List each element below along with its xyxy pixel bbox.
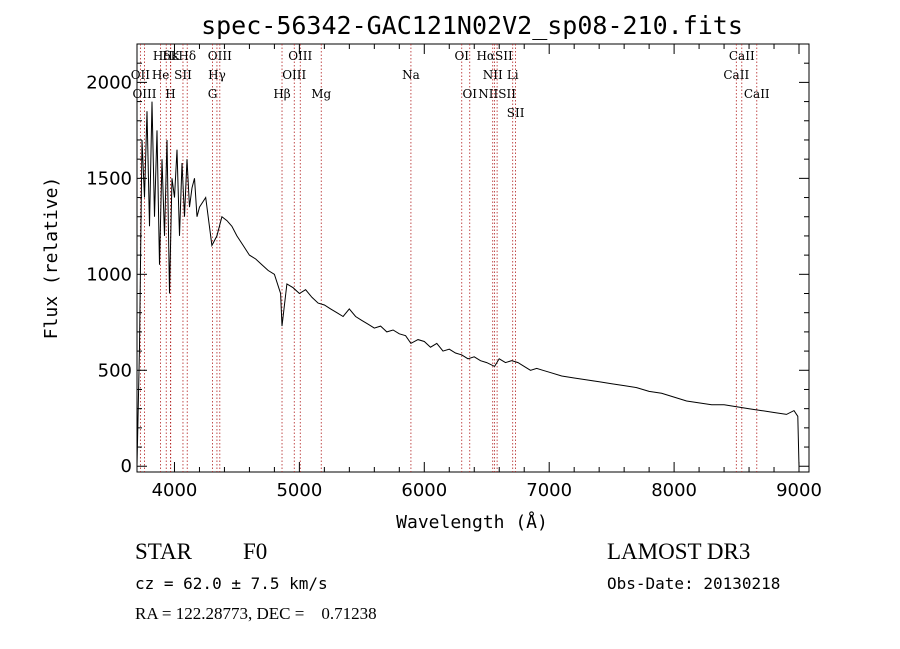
- redshift-value: cz = 62.0 ± 7.5 km/s: [135, 574, 328, 593]
- emission-line-label: NIISII: [478, 87, 516, 101]
- emission-line-label: Mg: [311, 87, 331, 101]
- emission-line-label: Hγ: [208, 68, 226, 82]
- ra-dec-coordinates: RA = 122.28773, DEC = 0.71238: [135, 604, 377, 623]
- x-tick-label: 6000: [401, 480, 447, 501]
- emission-line-label: Hε: [162, 49, 179, 63]
- chart-title: spec-56342-GAC121N02V2_sp08-210.fits: [201, 11, 743, 40]
- y-axis-ticks: 0 500 1000 1500 2000: [86, 62, 809, 477]
- emission-line-label: SII: [174, 68, 192, 82]
- y-axis-label: Flux (relative): [41, 177, 62, 340]
- survey-name: LAMOST DR3: [607, 539, 751, 564]
- emission-lines: [139, 44, 758, 472]
- emission-line-label: OIII: [282, 68, 306, 82]
- observation-date: Obs-Date: 20130218: [607, 574, 781, 593]
- object-class: STAR: [135, 539, 192, 564]
- plot-frame: [136, 43, 810, 473]
- emission-line-label: G: [208, 87, 218, 101]
- emission-line-label: OIII: [132, 87, 156, 101]
- y-tick-label: 0: [121, 456, 132, 477]
- emission-line-label: H: [165, 87, 175, 101]
- emission-line-label: NII: [483, 68, 503, 82]
- emission-line-label: CaII: [744, 87, 770, 101]
- emission-line-label: SII: [507, 106, 525, 120]
- emission-line-label: OII: [131, 68, 151, 82]
- emission-line-label: HδK: [153, 49, 181, 63]
- emission-line-label: Na: [402, 68, 420, 82]
- emission-line-label: CaII: [729, 49, 755, 63]
- object-subclass: F0: [243, 539, 268, 564]
- x-tick-label: 9000: [776, 480, 822, 501]
- emission-line-label: OI: [462, 87, 477, 101]
- x-axis-label: Wavelength (Å): [396, 511, 548, 533]
- y-tick-label: 500: [98, 360, 132, 381]
- flux-series-line: [136, 101, 800, 467]
- emission-line-label: OI: [454, 49, 469, 63]
- emission-line-label: HαSII: [476, 49, 513, 63]
- x-axis-ticks: 4000 5000 6000 7000 8000 9000: [152, 44, 822, 501]
- emission-line-label: Li: [507, 68, 519, 82]
- x-tick-label: 8000: [651, 480, 697, 501]
- x-tick-label: 4000: [152, 480, 198, 501]
- emission-line-label: Hβ: [273, 87, 290, 101]
- emission-line-label: He: [152, 68, 170, 82]
- x-tick-label: 7000: [526, 480, 572, 501]
- emission-line-label: CaII: [723, 68, 749, 82]
- emission-line-label: OIII: [208, 49, 232, 63]
- x-tick-label: 5000: [276, 480, 322, 501]
- emission-line-label: Hδ: [178, 49, 196, 63]
- y-tick-label: 2000: [86, 72, 132, 93]
- y-tick-label: 1500: [86, 168, 132, 189]
- y-tick-label: 1000: [86, 264, 132, 285]
- emission-line-label: OIII: [288, 49, 312, 63]
